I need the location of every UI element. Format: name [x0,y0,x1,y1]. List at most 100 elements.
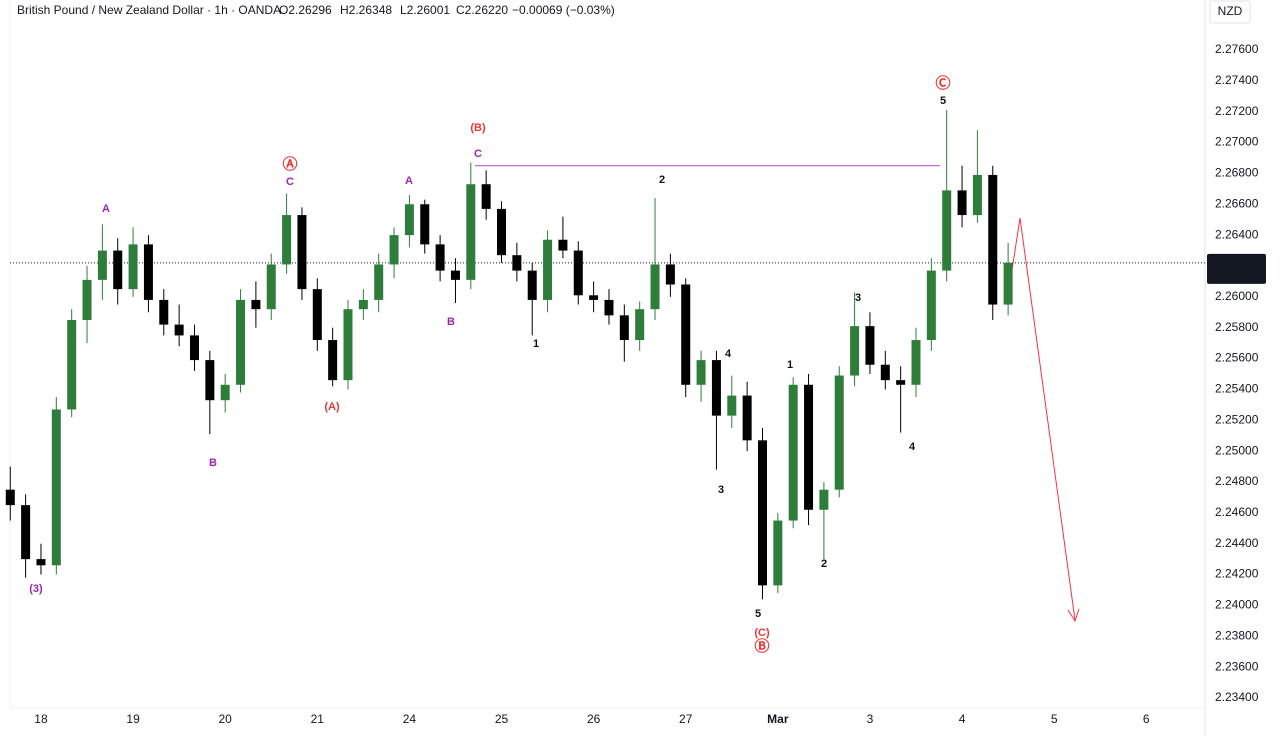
wave-label: 1 [787,359,793,371]
y-tick-label: 2.24400 [1215,536,1259,550]
candle-body [143,244,153,300]
candle-body [558,239,568,251]
candle-body [67,319,77,410]
wave-label: A [405,175,413,187]
candle-body [819,489,829,510]
wave-label: 3 [718,484,724,496]
candle-body [911,340,921,385]
y-tick-label: 2.27600 [1215,42,1259,56]
candle-body [236,299,246,385]
candle-body [466,184,476,280]
candle-body [266,264,276,310]
candle-body [804,384,814,510]
x-tick-label: 5 [1051,712,1058,726]
y-tick-label: 2.26000 [1215,289,1259,303]
candle-body [435,244,445,271]
ohlc-value: −0.00069 (−0.03%) [512,3,615,17]
wave-label: (3) [29,583,43,595]
ohlc-value: H2.26348 [340,3,392,17]
wave-label: Ⓑ [754,637,769,655]
wave-label: Ⓐ [282,155,297,173]
wave-label: 2 [821,558,827,570]
wave-label: 1 [533,338,539,350]
projection-arrow-head [1067,608,1080,623]
y-tick-label: 2.26800 [1215,166,1259,180]
y-tick-label: 2.25200 [1215,412,1259,426]
candle-body [358,299,368,310]
projection-arrow [1009,217,1076,621]
countdown: 04:23 [1215,268,1245,282]
candle-body [128,244,138,290]
y-tick-label: 2.27000 [1215,135,1259,149]
wave-label: B [209,457,217,469]
candle-body [742,395,752,441]
candle-body [481,184,491,209]
candle-body [420,204,430,245]
candle-body [1003,262,1013,305]
candle-body [512,255,522,271]
candle-body [374,264,384,300]
wave-label: 2 [659,174,665,186]
y-tick-label: 2.25600 [1215,351,1259,365]
candle-body [635,309,645,341]
ohlc-value: C2.26220 [456,3,508,17]
candle-body [988,174,998,305]
candle-body [205,360,215,401]
candle-body [896,380,906,385]
candle-body [834,375,844,490]
wave-label: (B) [470,122,486,134]
x-tick-label: Mar [767,712,789,726]
price-tag [1207,253,1266,284]
wave-label: B [447,316,455,328]
x-tick-label: 26 [587,712,601,726]
candle-body [573,250,583,296]
candle-body [389,235,399,265]
candle-body [880,364,890,381]
candle-body [926,270,936,341]
x-tick-label: 3 [867,712,874,726]
candle-body [727,395,737,416]
wave-label: 3 [855,292,861,304]
candle-body [282,215,292,265]
candle-body [97,250,107,280]
y-tick-label: 2.26400 [1215,227,1259,241]
candle-body [696,360,706,385]
candle-body [404,204,414,236]
candle-body [36,559,46,566]
candle-body [450,270,460,280]
x-tick-label: 19 [126,712,140,726]
wave-label: C [286,176,294,188]
candle-body [665,264,675,285]
wave-label: C [474,148,482,160]
ohlc-value: O2.26296 [279,3,332,17]
candle-body [251,299,261,310]
chart-title: British Pound / New Zealand Dollar · 1h … [17,3,281,17]
x-tick-label: 6 [1143,712,1150,726]
x-tick-label: 20 [219,712,233,726]
candle-body [957,190,967,216]
candle-body [497,208,507,256]
candle-body [681,284,691,385]
candle-body [604,299,614,316]
candle-body [297,215,307,290]
y-tick-label: 2.25000 [1215,443,1259,457]
y-tick-label: 2.27400 [1215,73,1259,87]
wave-label: Ⓒ [935,74,950,92]
wave-label: 4 [909,441,916,453]
wave-label: 4 [725,348,732,360]
wave-label: 5 [755,608,761,620]
candle-body [82,279,92,320]
currency: NZD [1218,4,1243,18]
y-tick-label: 2.24000 [1215,598,1259,612]
y-tick-label: 2.23600 [1215,659,1259,673]
candle-body [543,239,553,300]
candle-body [312,289,322,341]
x-tick-label: 18 [34,712,48,726]
y-tick-label: 2.24600 [1215,505,1259,519]
candle-body [589,295,599,300]
wave-label: (C) [754,627,770,639]
x-tick-label: 4 [959,712,966,726]
x-tick-label: 25 [495,712,509,726]
